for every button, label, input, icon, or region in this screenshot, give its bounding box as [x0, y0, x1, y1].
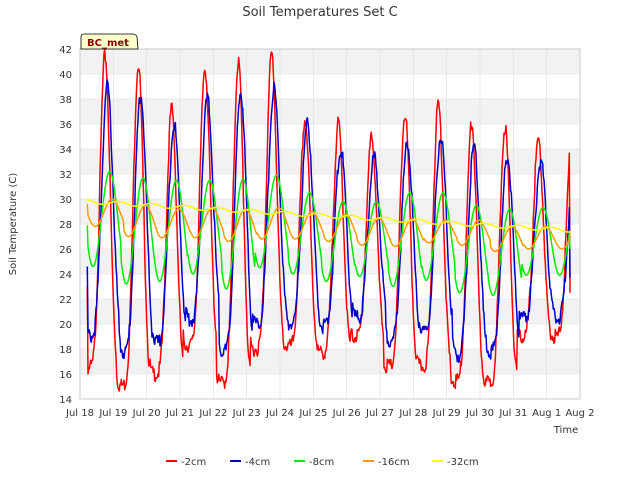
- y-tick-label: 32: [59, 170, 72, 181]
- x-tick-label: Jul 29: [432, 408, 461, 419]
- x-tick-label: Jul 28: [398, 408, 427, 419]
- y-tick-label: 16: [59, 370, 72, 381]
- y-axis-label: Soil Temperature (C): [8, 173, 19, 276]
- x-tick-label: Jul 27: [365, 408, 394, 419]
- y-tick-label: 34: [59, 145, 72, 156]
- y-axis-ticks: 14 16 18 20 22 24 26 28 30 32 34 36 38 40 42: [59, 45, 72, 406]
- legend-label: -32cm: [447, 457, 479, 468]
- series-line-minus-32cm: [87, 199, 571, 233]
- series-line-minus-4cm: [86, 79, 571, 364]
- y-tick-label: 38: [59, 95, 72, 106]
- x-tick-label: Aug 1: [532, 408, 561, 419]
- y-tick-label: 40: [59, 70, 72, 81]
- legend-label: -16cm: [378, 457, 410, 468]
- y-tick-label: 36: [59, 120, 72, 131]
- legend-label: -8cm: [309, 457, 334, 468]
- grid-band: [80, 349, 580, 374]
- y-tick-label: 28: [59, 220, 72, 231]
- plot-area: [79, 48, 581, 400]
- legend-label: -4cm: [245, 457, 270, 468]
- x-tick-label: Jul 25: [298, 408, 327, 419]
- x-tick-label: Jul 20: [132, 408, 161, 419]
- y-tick-label: 14: [59, 395, 72, 406]
- legend-label: -2cm: [181, 457, 206, 468]
- y-tick-label: 22: [59, 295, 72, 306]
- legend: -2cm -4cm -8cm -16cm -32cm: [166, 457, 479, 468]
- x-tick-label: Jul 30: [465, 408, 494, 419]
- site-badge: BC_met: [80, 33, 139, 50]
- x-tick-label: Jul 19: [98, 408, 127, 419]
- series-line-minus-16cm: [86, 198, 571, 253]
- grid-band: [80, 49, 580, 74]
- x-tick-label: Jul 22: [198, 408, 227, 419]
- y-tick-label: 18: [59, 345, 72, 356]
- y-tick-label: 26: [59, 245, 72, 256]
- x-tick-label: Jul 26: [332, 408, 361, 419]
- grid-band: [80, 199, 580, 224]
- series-lines: [86, 48, 571, 392]
- x-axis-ticks: Jul 18 Jul 19 Jul 20 Jul 21 Jul 22 Jul 23 Jul …: [65, 408, 595, 419]
- x-tick-label: Jul 21: [165, 408, 194, 419]
- series-line-minus-8cm: [86, 170, 571, 296]
- grid-band: [80, 149, 580, 174]
- x-tick-label: Jul 23: [232, 408, 261, 419]
- y-tick-label: 24: [59, 270, 72, 281]
- x-tick-label: Jul 31: [498, 408, 527, 419]
- x-tick-label: Jul 18: [65, 408, 94, 419]
- y-tick-label: 30: [59, 195, 72, 206]
- grid-band: [80, 99, 580, 124]
- x-tick-label: Jul 24: [265, 408, 294, 419]
- x-axis-label: Time: [553, 425, 578, 436]
- y-tick-label: 20: [59, 320, 72, 331]
- chart-title: Soil Temperatures Set C: [242, 5, 397, 20]
- x-tick-label: Aug 2: [565, 408, 594, 419]
- site-badge-label: BC_met: [87, 38, 129, 49]
- grid-bands: [80, 49, 580, 374]
- y-tick-label: 42: [59, 45, 72, 56]
